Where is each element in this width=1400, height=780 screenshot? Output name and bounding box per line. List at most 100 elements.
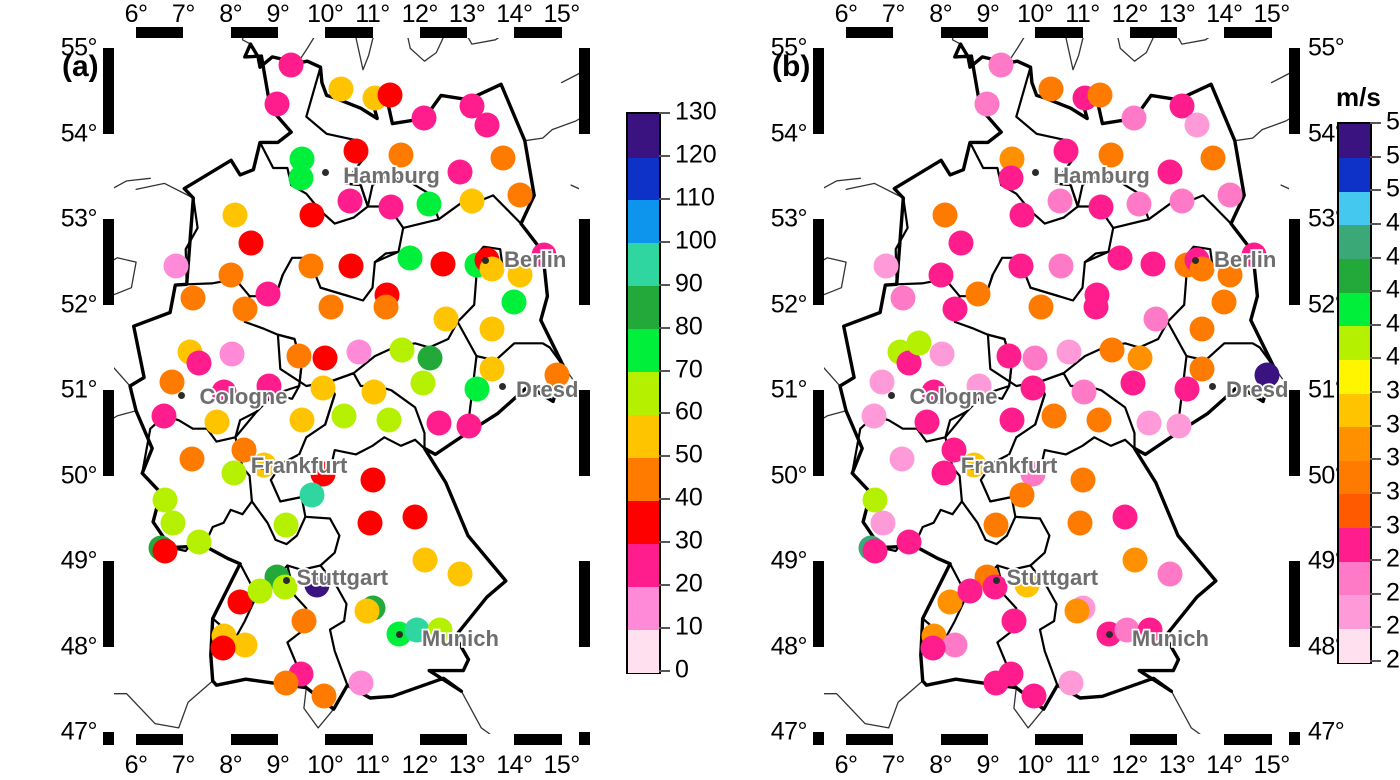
panel-b-colorbar-label: 48 — [1386, 208, 1400, 237]
panel-a-frame-band — [183, 27, 231, 38]
panel-b-station-marker — [1140, 251, 1166, 277]
panel-b-xtick-label: 15° — [1253, 751, 1290, 779]
panel-b-colorbar-label: 44 — [1386, 275, 1400, 304]
panel-a-frame-band — [230, 27, 278, 38]
panel-b-station-marker — [929, 341, 955, 367]
panel-a-station-marker — [402, 504, 428, 530]
panel-b-ytick-label: 52° — [770, 290, 808, 319]
panel-b-xtick-label: 6° — [834, 751, 858, 779]
panel-b-station-marker — [1120, 370, 1146, 396]
panel-b-station-marker — [1070, 467, 1096, 493]
panel-b-ytick-label: 47° — [770, 717, 808, 746]
panel-b-colorbar-label: 40 — [1386, 342, 1400, 371]
panel-b-frame-band — [940, 27, 988, 38]
panel-b-xtick-label: 13° — [1158, 0, 1196, 28]
panel-a-ytick-label: 51° — [60, 375, 98, 404]
panel-a-station-marker — [278, 52, 304, 78]
panel-b-ytick-label: 51° — [770, 375, 808, 404]
panel-b-station-marker — [931, 460, 957, 486]
panel-b-colorbar-tick — [1370, 626, 1381, 629]
panel-a-tag: (a) — [62, 50, 99, 83]
panel-a-station-marker — [507, 182, 533, 208]
panel-b-station-marker — [961, 452, 987, 478]
panel-a-station-marker — [376, 407, 402, 433]
panel-b-colorbar-label: 42 — [1386, 309, 1400, 338]
panel-b-frame-band — [1289, 646, 1300, 733]
panel-a-frame-band — [103, 48, 114, 134]
panel-a-frame-band — [136, 27, 184, 38]
panel-a-frame-band — [561, 734, 590, 745]
panel-a-frame-band — [325, 27, 373, 38]
panel-a-station-marker — [412, 547, 437, 573]
panel-a-frame-top — [103, 27, 590, 38]
panel-b-colorbar-tick — [1370, 660, 1381, 662]
panel-a-xtick-label: 10° — [307, 0, 344, 28]
panel-a-xtick-label: 15° — [543, 0, 580, 28]
panel-a-station-marker — [180, 285, 206, 311]
panel-a-colorbar-segment — [628, 199, 659, 244]
panel-a-xtick-label: 11° — [355, 0, 390, 28]
panel-a-station-marker — [289, 407, 315, 433]
panel-a-station-marker — [373, 294, 399, 319]
panel-b-station-marker — [914, 409, 940, 435]
panel-a-station-marker — [304, 572, 330, 598]
panel-b-frame-band — [813, 646, 824, 733]
panel-b-station-marker — [1098, 142, 1124, 168]
panel-a-colorbar-tick — [659, 326, 670, 329]
panel-b-station-marker — [1137, 617, 1163, 643]
panel-b-xtick-label: 7° — [881, 0, 905, 28]
panel-b-xtick-label: 6° — [834, 0, 858, 28]
panel-a-station-marker — [299, 482, 325, 508]
panel-a-ytick-label: 53° — [60, 204, 98, 233]
panel-a-station-marker — [310, 375, 336, 401]
panel-a-station-marker — [232, 632, 258, 658]
panel-b-colorbar-tick — [1370, 357, 1381, 360]
panel-b-colorbar-segment — [1339, 594, 1370, 629]
panel-a-station-marker — [186, 350, 212, 376]
panel-b-colorbar-segment — [1339, 628, 1370, 663]
panel-b-station-marker — [1041, 403, 1067, 429]
panel-b-station-marker — [983, 512, 1009, 538]
panel-a-colorbar-tick — [659, 455, 670, 458]
panel-a-frame-band — [136, 734, 184, 745]
panel-b-ytick-label: 50° — [770, 461, 808, 490]
panel-b-frame-band — [1271, 27, 1300, 38]
panel-a-station-marker — [273, 670, 299, 696]
panel-b-colorbar-segment — [1339, 527, 1370, 562]
panel-b-station-marker — [861, 403, 887, 429]
panel-a-xtick-label: 7° — [171, 0, 195, 28]
panel-b-colorbar-label: 38 — [1386, 376, 1400, 405]
panel-b-station-marker — [1217, 182, 1243, 208]
panel-a-frame-band — [103, 475, 114, 562]
panel-a-station-marker — [346, 339, 372, 365]
panel-b-xtick-label: 15° — [1253, 0, 1290, 28]
panel-b-frame-band — [813, 48, 824, 134]
panel-b-frame-band — [1271, 734, 1300, 745]
panel-b-frame-band — [1035, 734, 1083, 745]
panel-b-station-marker — [1157, 561, 1183, 587]
panel-b-station-marker — [1126, 191, 1152, 217]
panel-b-station-marker — [862, 538, 888, 564]
panel-b-colorbar-tick — [1370, 323, 1381, 326]
panel-a-station-marker — [507, 262, 533, 288]
panel-b-station-marker — [1107, 245, 1133, 271]
panel-b-xtick-label: 10° — [1017, 751, 1054, 779]
panel-a-colorbar-tick — [659, 584, 670, 587]
panel-a-frame-band — [103, 219, 114, 305]
panel-b-station-marker — [1067, 510, 1093, 536]
panel-b-station-marker — [1114, 617, 1140, 643]
panel-b-station-marker — [983, 670, 1009, 696]
panel-a-station-marker — [218, 262, 244, 288]
panel-b-colorbar-label: 34 — [1386, 443, 1400, 472]
panel-a-station-marker — [360, 467, 386, 493]
panel-a-station-marker — [160, 510, 186, 536]
panel-a-frame-band — [103, 390, 114, 476]
panel-b-colorbar-tick — [1370, 256, 1381, 259]
panel-b-frame-band — [893, 27, 941, 38]
panel-b-colorbar-tick — [1370, 391, 1381, 393]
panel-a-frame-band — [372, 734, 420, 745]
panel-a-station-marker — [411, 105, 437, 131]
panel-b-frame-band — [846, 734, 894, 745]
panel-b-colorbar-segment — [1339, 393, 1370, 428]
panel-b-station-marker — [928, 262, 954, 288]
